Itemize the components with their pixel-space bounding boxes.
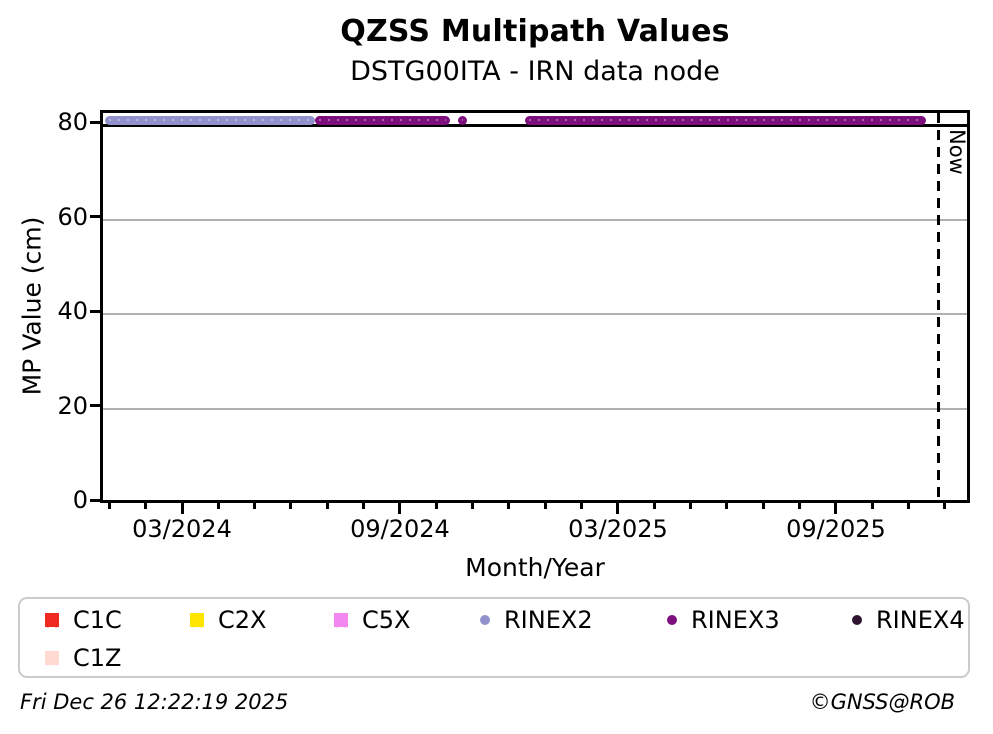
legend-item-c1z: C1Z (45, 643, 121, 673)
x-tick-minor-19 (870, 503, 874, 509)
x-tick-major-12 (616, 503, 620, 514)
x-tick-minor-3 (289, 503, 293, 509)
data-segment-rinex2-0 (105, 116, 315, 125)
x-tick-major-18 (834, 503, 838, 514)
legend-item-label: RINEX3 (691, 606, 780, 634)
legend-item-label: C1C (73, 606, 122, 634)
now-line (936, 113, 940, 500)
x-tick-label-09/2024: 09/2024 (350, 515, 450, 543)
legend-marker-dot-icon (667, 615, 677, 625)
legend-item-c2x: C2X (190, 605, 266, 635)
x-tick-minor--2 (107, 503, 111, 509)
y-tick-40 (90, 309, 100, 313)
x-tick-label-09/2025: 09/2025 (786, 515, 886, 543)
x-tick-major-0 (180, 503, 184, 514)
y-tick-80 (90, 120, 100, 124)
legend-item-label: RINEX4 (876, 606, 965, 634)
legend-marker-x-icon (190, 613, 204, 627)
y-gridline-40 (103, 313, 967, 315)
plot-area: Now (100, 110, 970, 503)
x-tick-minor--1 (144, 503, 148, 509)
legend-item-label: C2X (218, 606, 267, 634)
x-tick-minor-16 (761, 503, 765, 509)
y-tick-60 (90, 215, 100, 218)
footer-timestamp: Fri Dec 26 12:22:19 2025 (20, 690, 289, 714)
y-tick-label-40: 40 (57, 297, 88, 325)
legend-item-c1c: C1C (45, 605, 122, 635)
legend-item-label: RINEX2 (504, 606, 593, 634)
x-tick-minor-20 (907, 503, 911, 509)
x-tick-minor-17 (798, 503, 802, 509)
x-tick-major-6 (398, 503, 402, 514)
footer-credit: ©GNSS@ROB (809, 690, 955, 714)
x-tick-minor-11 (580, 503, 584, 509)
x-tick-minor-5 (362, 503, 366, 509)
legend-marker-x-icon (45, 613, 59, 627)
x-tick-minor-8 (471, 503, 475, 509)
chart-title: QZSS Multipath Values (340, 14, 730, 49)
y-tick-label-20: 20 (57, 391, 88, 420)
legend-marker-dot-icon (480, 615, 490, 625)
x-tick-minor-2 (253, 503, 257, 509)
x-tick-minor-9 (507, 503, 511, 509)
x-tick-minor-10 (543, 503, 547, 509)
data-segment-rinex3-1 (458, 116, 468, 125)
y-tick-20 (90, 404, 100, 407)
data-segment-rinex3-2 (525, 116, 927, 125)
y-gridline-20 (103, 407, 967, 410)
legend-item-label: C1Z (73, 644, 122, 672)
chart-subtitle: DSTG00ITA - IRN data node (350, 56, 720, 87)
legend-item-rinex3: RINEX3 (667, 605, 780, 635)
y-tick-label-60: 60 (57, 202, 88, 231)
y-tick-label-0: 0 (72, 486, 88, 514)
legend-item-c5x: C5X (334, 605, 410, 635)
y-tick-0 (90, 498, 100, 502)
data-segment-rinex3-0 (314, 116, 450, 125)
x-tick-minor-14 (689, 503, 693, 509)
y-tick-label-80: 80 (57, 108, 88, 136)
x-axis-label: Month/Year (465, 553, 605, 582)
legend-item-label: C5X (362, 606, 411, 634)
legend-item-rinex4: RINEX4 (852, 605, 965, 635)
now-line-label: Now (944, 129, 969, 175)
x-tick-minor-4 (325, 503, 329, 509)
y-gridline-60 (103, 218, 967, 221)
legend-box: C1C C2X C5X RINEX2 RINEX3 RINEX4 C1Z (18, 597, 970, 678)
y-axis-label: MP Value (cm) (17, 216, 47, 396)
x-tick-label-03/2025: 03/2025 (568, 515, 668, 543)
x-tick-minor-15 (725, 503, 729, 509)
legend-marker-x-icon (45, 651, 59, 665)
legend-marker-dot-icon (852, 615, 862, 625)
legend-marker-x-icon (334, 613, 348, 627)
x-tick-minor-1 (216, 503, 220, 509)
threshold-line-80 (103, 123, 967, 127)
x-tick-label-03/2024: 03/2024 (132, 515, 232, 543)
x-tick-minor-21 (943, 503, 947, 509)
legend-item-rinex2: RINEX2 (480, 605, 593, 635)
x-tick-minor-13 (652, 503, 656, 509)
x-tick-minor-7 (434, 503, 438, 509)
